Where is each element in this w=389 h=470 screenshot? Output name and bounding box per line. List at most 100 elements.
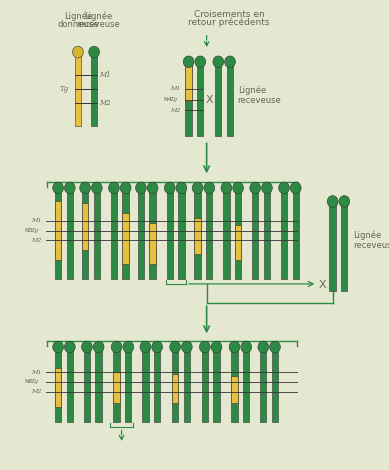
Bar xyxy=(75,52,81,126)
Bar xyxy=(55,202,61,259)
Bar xyxy=(149,188,156,279)
Circle shape xyxy=(53,182,63,194)
Text: Lignée: Lignée xyxy=(64,12,92,21)
Text: X: X xyxy=(206,94,214,105)
Circle shape xyxy=(211,341,222,353)
Bar xyxy=(172,347,178,422)
Bar xyxy=(82,204,88,250)
Text: Tg: Tg xyxy=(170,97,178,102)
Text: Croisements en: Croisements en xyxy=(194,10,265,19)
Circle shape xyxy=(200,341,210,353)
Text: M1: M1 xyxy=(31,370,42,375)
Bar xyxy=(55,188,61,279)
Bar xyxy=(55,368,61,407)
Bar xyxy=(186,62,192,101)
Bar xyxy=(67,347,73,422)
Circle shape xyxy=(93,341,104,353)
Bar xyxy=(138,188,144,279)
Bar xyxy=(114,372,120,403)
Text: Tg: Tg xyxy=(31,379,39,384)
Circle shape xyxy=(135,182,146,194)
Circle shape xyxy=(195,56,206,68)
Bar xyxy=(166,188,173,279)
Bar xyxy=(214,347,220,422)
Bar xyxy=(94,188,100,279)
Bar xyxy=(123,188,129,279)
Bar xyxy=(154,347,160,422)
Circle shape xyxy=(72,46,83,58)
Text: M2: M2 xyxy=(99,99,111,107)
Bar xyxy=(184,347,190,422)
Circle shape xyxy=(53,341,63,353)
Text: receveuse: receveuse xyxy=(238,95,281,104)
Text: retour précédents: retour précédents xyxy=(188,17,270,27)
Bar xyxy=(215,62,221,135)
Bar xyxy=(178,188,184,279)
Circle shape xyxy=(204,182,215,194)
Circle shape xyxy=(270,341,280,353)
Bar xyxy=(194,188,201,279)
Circle shape xyxy=(120,182,131,194)
Circle shape xyxy=(91,182,102,194)
Circle shape xyxy=(213,56,224,68)
Circle shape xyxy=(192,182,203,194)
Text: N6: N6 xyxy=(24,379,33,384)
Text: X: X xyxy=(319,280,327,290)
Bar xyxy=(243,347,249,422)
Text: M1: M1 xyxy=(99,71,111,79)
Text: receveuse: receveuse xyxy=(353,241,389,250)
Text: M1: M1 xyxy=(31,219,42,223)
Circle shape xyxy=(233,182,244,194)
Bar xyxy=(329,202,336,291)
Circle shape xyxy=(339,196,350,207)
Circle shape xyxy=(229,341,240,353)
Text: Lignée: Lignée xyxy=(238,86,266,95)
Circle shape xyxy=(111,341,122,353)
Circle shape xyxy=(250,182,261,194)
Circle shape xyxy=(89,46,100,58)
Text: N5: N5 xyxy=(24,228,33,233)
Bar xyxy=(186,62,192,135)
Bar xyxy=(227,62,233,135)
Text: Tg: Tg xyxy=(60,85,68,93)
Circle shape xyxy=(183,56,194,68)
Text: M2: M2 xyxy=(170,108,180,113)
Bar xyxy=(272,347,278,422)
Circle shape xyxy=(140,341,151,353)
Bar xyxy=(67,188,73,279)
Text: M2: M2 xyxy=(31,389,42,394)
Bar xyxy=(82,188,88,279)
Circle shape xyxy=(109,182,119,194)
Text: receveuse: receveuse xyxy=(77,20,121,29)
Bar xyxy=(264,188,270,279)
Bar xyxy=(123,213,129,264)
Bar xyxy=(235,225,241,259)
Circle shape xyxy=(65,182,75,194)
Circle shape xyxy=(224,56,235,68)
Circle shape xyxy=(164,182,175,194)
Circle shape xyxy=(279,182,289,194)
Text: N4: N4 xyxy=(163,97,172,102)
Bar xyxy=(231,347,238,422)
Circle shape xyxy=(82,341,92,353)
Circle shape xyxy=(261,182,272,194)
Bar xyxy=(91,52,97,126)
Bar xyxy=(293,188,299,279)
Bar xyxy=(84,347,90,422)
Circle shape xyxy=(290,182,301,194)
Text: Lignée: Lignée xyxy=(353,231,382,240)
Bar xyxy=(235,188,241,279)
Circle shape xyxy=(176,182,187,194)
Bar xyxy=(149,223,156,264)
Bar xyxy=(55,347,61,422)
Bar xyxy=(223,188,230,279)
Bar xyxy=(125,347,131,422)
Bar xyxy=(231,376,238,403)
Text: M2: M2 xyxy=(31,238,42,243)
Bar xyxy=(172,374,178,403)
Bar xyxy=(202,347,208,422)
Circle shape xyxy=(327,196,338,207)
Text: Lignée: Lignée xyxy=(84,12,113,21)
Text: M1: M1 xyxy=(170,86,180,92)
Bar xyxy=(111,188,117,279)
